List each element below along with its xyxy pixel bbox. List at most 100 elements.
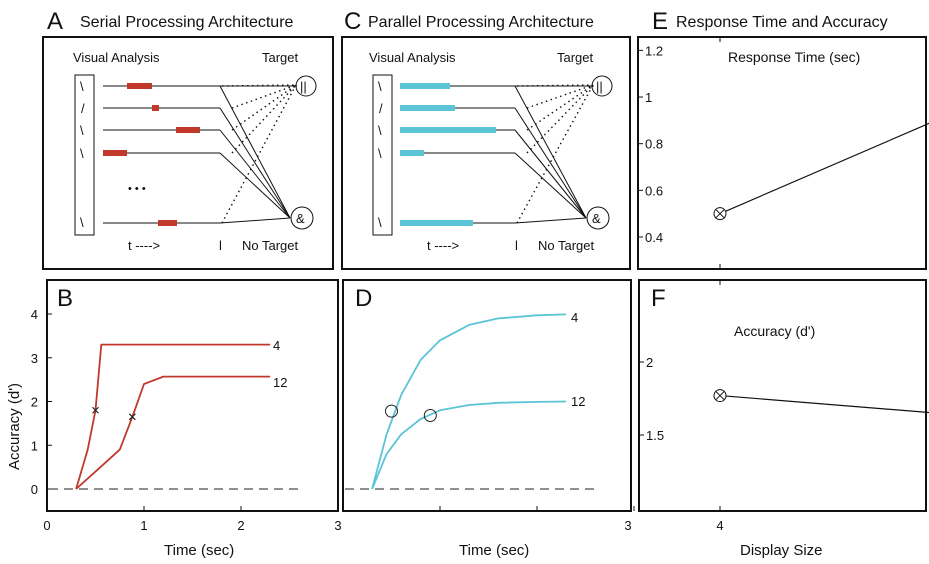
threshold-cross-marker: [92, 406, 99, 414]
data-point-marker: [713, 389, 727, 403]
y-tick-label: 0.6: [645, 183, 663, 198]
different-outcome-symbol: &: [296, 211, 305, 226]
stimulus-symbol: /: [81, 101, 85, 116]
parallel-accuracy-plot: [345, 313, 598, 490]
visual-analysis-label: Visual Analysis: [73, 50, 160, 65]
parallel-bar: [400, 220, 473, 226]
same-outcome-node: [295, 75, 317, 97]
series-12-curve: [75, 375, 271, 490]
panel-c-title: Parallel Processing Architecture: [368, 14, 594, 31]
no-target-label: No Target: [538, 238, 595, 253]
y-tick-label: 1: [31, 438, 38, 453]
x-tick-label: 4: [716, 518, 723, 533]
stimulus-box: [372, 74, 393, 236]
stimulus-box: [74, 74, 95, 236]
time-arrow-label: t ---->: [427, 238, 459, 253]
accuracy-axis-label: Accuracy (d'): [6, 383, 23, 470]
threshold-circle-marker: [423, 409, 437, 422]
different-outcome-symbol: &: [592, 211, 601, 226]
decision-line: [514, 217, 587, 224]
stimulus-symbol: \: [80, 123, 84, 138]
x-tick-label: 1: [140, 518, 147, 533]
y-tick-label: 2: [31, 395, 38, 410]
panel-a-frame: [42, 36, 334, 270]
parallel-bar: [400, 83, 450, 89]
decision-line: [219, 107, 291, 219]
panel-letter-e: E: [652, 8, 668, 35]
x-tick-label: 2: [237, 518, 244, 533]
serial-bar: [103, 150, 127, 156]
decision-line: [219, 217, 291, 224]
different-outcome-node: [586, 206, 610, 230]
time-axis-label: Time (sec): [164, 542, 234, 559]
panel-letter-f: F: [651, 285, 666, 312]
parallel-bar: [400, 105, 455, 111]
y-tick-label: 1: [645, 90, 652, 105]
decision-line: [514, 129, 587, 219]
ellipsis-dots: • • •: [128, 183, 146, 195]
stimulus-symbol: \: [80, 146, 84, 161]
x-tick-label: 3: [624, 518, 631, 533]
data-point-marker: [713, 207, 727, 221]
decision-line: [514, 85, 587, 219]
decision-line: [514, 152, 587, 219]
response-time-plot: [713, 122, 929, 221]
marker-stroke: [128, 413, 136, 421]
threshold-mark: l: [515, 238, 518, 253]
panel-b-frame: [46, 279, 339, 512]
target-label: Target: [262, 50, 299, 65]
visual-analysis-label: Visual Analysis: [369, 50, 456, 65]
marker-stroke: [715, 391, 725, 400]
panel-e-axis: 1.2 1 0.8 0.6 0.4: [638, 37, 721, 269]
stimulus-symbol: \: [378, 215, 382, 230]
panel-c: C Parallel Processing Architecture Visua…: [341, 8, 631, 270]
y-tick-label: 0: [31, 482, 38, 497]
panel-a: A Serial Processing Architecture Visual …: [42, 8, 334, 270]
parallel-bar: [400, 127, 496, 133]
data-line: [719, 122, 929, 215]
series-12-curve: [371, 400, 567, 490]
y-tick-label: 1.2: [645, 43, 663, 58]
panel-f-frame: [638, 279, 927, 512]
curve-label-4: 4: [273, 338, 280, 353]
display-size-axis-label: Display Size: [740, 542, 823, 559]
y-tick-label: 1.5: [646, 428, 664, 443]
dotted-links: [221, 84, 297, 224]
same-outcome-symbol: ||: [300, 79, 307, 94]
panel-letter-a: A: [47, 8, 63, 35]
x-tick-label: 0: [43, 518, 50, 533]
different-outcome-node: [290, 206, 314, 230]
panel-f-axis: 21.5412: [639, 280, 929, 533]
x-tick-label: 3: [334, 518, 341, 533]
serial-bar: [158, 220, 177, 226]
target-label: Target: [557, 50, 594, 65]
y-tick-label: 0.8: [645, 137, 663, 152]
time-axis-label: Time (sec): [459, 542, 529, 559]
decision-line: [219, 152, 291, 219]
dotted-links: [516, 84, 594, 224]
time-arrow-label: t ---->: [128, 238, 160, 253]
stimulus-symbol: \: [80, 215, 84, 230]
panel-e-frame: [637, 36, 927, 270]
panel-e: E Response Time and Accuracy Response Ti…: [637, 8, 929, 270]
threshold-cross-marker: [128, 413, 136, 421]
y-tick-label: 4: [31, 307, 38, 322]
panel-letter-d: D: [355, 285, 372, 312]
stimulus-symbol: /: [379, 101, 383, 116]
serial-bar: [127, 83, 152, 89]
panel-d: D Time (sec) 4 12 3: [342, 279, 635, 559]
accuracy-plot: [713, 389, 929, 414]
response-time-subtitle: Response Time (sec): [728, 49, 860, 65]
marker-stroke: [92, 406, 99, 414]
stimulus-symbol: \: [80, 79, 84, 94]
threshold-mark: l: [219, 238, 222, 253]
panel-c-frame: [341, 36, 631, 270]
curve-label-12: 12: [571, 394, 585, 409]
stimulus-symbol: \: [378, 79, 382, 94]
threshold-circle-marker: [385, 404, 398, 418]
curve-label-12: 12: [273, 375, 287, 390]
panel-letter-c: C: [344, 8, 361, 35]
